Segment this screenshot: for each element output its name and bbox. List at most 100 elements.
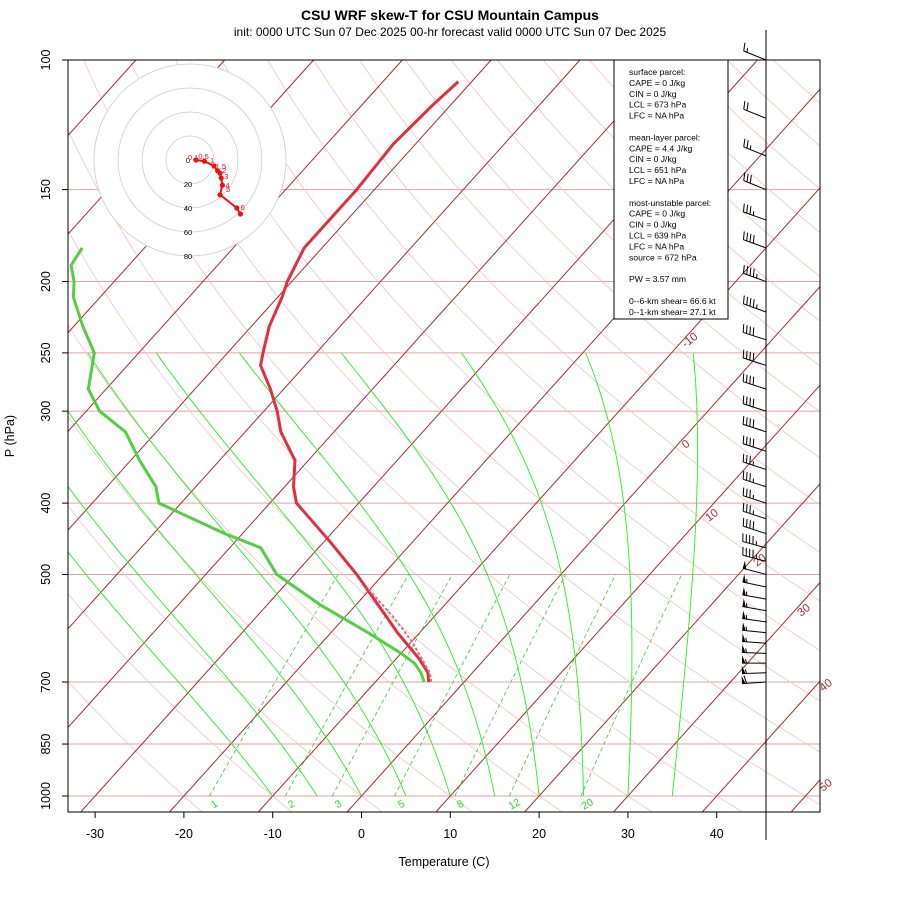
x-tick-label: 10	[443, 827, 457, 841]
wind-barb-staff	[742, 618, 767, 623]
wind-barb-staff	[742, 629, 767, 634]
hodograph-point-label: 5	[226, 185, 230, 194]
wind-barb-feather	[746, 488, 748, 497]
dry-adiabat	[772, 60, 820, 104]
isotherm-line	[524, 483, 820, 812]
info-line: PW = 3.57 mm	[629, 274, 686, 284]
wind-barb	[741, 644, 767, 654]
wind-barb-feather	[746, 140, 749, 149]
x-tick-label: -30	[86, 827, 104, 841]
isotherm-line	[791, 779, 820, 812]
x-tick-label: 30	[621, 827, 635, 841]
isotherm-label: -10	[680, 331, 700, 351]
wind-barb-feather	[742, 453, 745, 463]
wind-barb	[742, 655, 766, 664]
wind-barb-feather	[746, 173, 749, 182]
mixing-ratio-label: 20	[579, 796, 595, 812]
wind-barb-feather	[742, 416, 745, 425]
wind-barb	[743, 42, 767, 61]
hodograph-point-label: 4	[225, 181, 229, 190]
isotherm-line	[880, 60, 900, 812]
wind-barb-feather	[743, 101, 746, 110]
info-line: LFC = NA hPa	[629, 176, 684, 186]
wind-barb	[742, 533, 767, 549]
hodograph-point-label: 3	[224, 172, 228, 181]
wind-barb-feather	[752, 398, 755, 408]
wind-barb	[742, 622, 767, 634]
dry-adiabat	[267, 60, 820, 602]
y-tick-label: 700	[39, 672, 53, 693]
wind-barb-feather	[742, 503, 745, 512]
hodograph-point	[217, 192, 223, 198]
isotherm-line	[68, 60, 492, 531]
wind-barb-flag	[742, 633, 746, 642]
x-tick-label: -20	[175, 827, 193, 841]
isotherm-label: 0	[680, 438, 692, 451]
dry-adiabat	[129, 60, 820, 753]
wind-barb-feather	[746, 374, 748, 383]
hodograph-point	[211, 163, 217, 169]
y-tick-label: 850	[39, 734, 53, 755]
wind-barb-staff	[743, 211, 767, 221]
wind-barb-staff	[743, 403, 767, 412]
hodograph-point-label: 2	[222, 166, 226, 175]
wind-barb	[742, 203, 767, 221]
mixing-ratio-line	[580, 574, 683, 797]
wind-barb-staff	[743, 478, 767, 488]
isotherm-line	[702, 680, 820, 812]
wind-barb-feather	[743, 42, 746, 52]
wind-barb-feather	[746, 350, 748, 360]
hodograph-point	[201, 158, 207, 164]
wind-barb-half-feather	[745, 637, 748, 642]
wind-barb-feather	[742, 487, 745, 496]
moist-adiabat	[340, 352, 540, 797]
wind-barb-feather	[746, 266, 749, 275]
wind-barb-staff	[743, 331, 767, 341]
wind-barb	[742, 435, 767, 452]
y-tick-label: 400	[39, 493, 53, 514]
x-tick-label: 40	[710, 827, 724, 841]
wind-barb-flag	[741, 665, 746, 674]
hodograph-point	[193, 157, 199, 163]
wind-barb-staff	[743, 272, 767, 283]
wind-barb-feather	[743, 675, 748, 684]
wind-barb	[742, 231, 767, 249]
wind-barb-feather	[752, 299, 755, 308]
y-tick-label: 200	[39, 271, 53, 292]
wind-barb-feather	[746, 296, 749, 306]
moist-adiabat	[239, 352, 496, 797]
wind-barb-feather	[742, 471, 745, 480]
wind-barb-half-feather	[746, 48, 749, 53]
wind-barb-feather	[742, 349, 745, 359]
wind-barb-staff	[741, 672, 767, 675]
isotherm-line	[80, 60, 758, 812]
dry-adiabat	[68, 415, 472, 812]
wind-barb	[742, 324, 767, 341]
dry-adiabat	[865, 60, 900, 812]
wind-barb-feather	[746, 417, 748, 426]
wind-barb	[742, 560, 767, 575]
dry-adiabat	[221, 60, 820, 651]
wind-barb-staff	[743, 443, 767, 452]
mixing-ratio-line	[508, 574, 617, 797]
wind-barb-flag	[742, 598, 746, 608]
wind-barb	[743, 172, 767, 191]
wind-barb-feather	[742, 435, 745, 444]
wind-barb	[742, 546, 767, 562]
wind-barb-feather	[749, 375, 751, 384]
wind-barb-feather	[749, 437, 751, 446]
mixing-ratio-label: 5	[396, 798, 407, 811]
info-line: CIN = 0 J/kg	[629, 154, 677, 164]
wind-barb-feather	[749, 326, 751, 335]
wind-barb-feather	[746, 325, 748, 334]
wind-barb-staff	[743, 146, 767, 157]
x-tick-label: 20	[532, 827, 546, 841]
mixing-ratio-label: 8	[455, 798, 466, 811]
wind-barb-feather	[746, 232, 749, 241]
wind-barb-feather	[752, 419, 755, 428]
wind-barb-feather	[746, 396, 748, 405]
dry-adiabat	[313, 60, 820, 554]
wind-barb	[742, 295, 767, 313]
wind-barb	[742, 610, 767, 623]
y-tick-label: 250	[39, 342, 53, 363]
